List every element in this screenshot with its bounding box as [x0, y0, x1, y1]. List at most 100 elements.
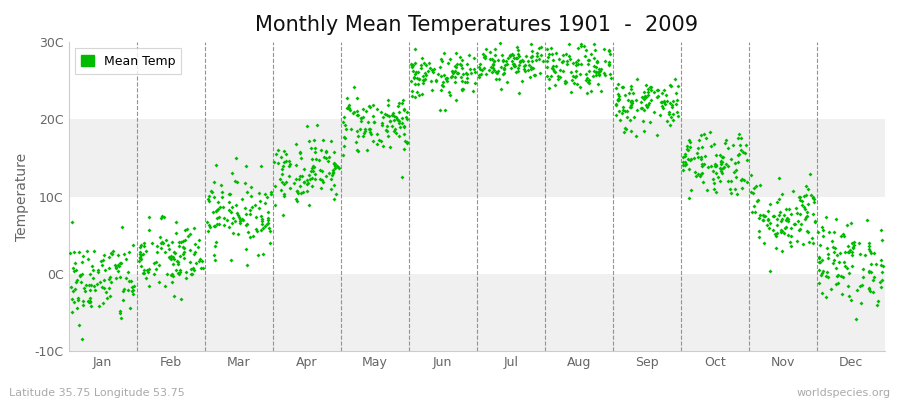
Point: [624, 128, 638, 134]
Point: [83, 271, 97, 278]
Point: [164, 253, 178, 259]
Point: [255, 221, 269, 227]
Point: [486, 61, 500, 67]
Point: [428, 78, 443, 84]
Point: [544, 50, 559, 57]
Point: [808, 219, 823, 225]
Point: [297, 178, 311, 185]
Point: [292, 183, 307, 190]
Point: [276, 212, 291, 218]
Point: [93, 279, 107, 285]
Point: [779, 216, 794, 223]
Point: [628, 132, 643, 139]
Point: [151, 279, 166, 286]
Point: [380, 128, 394, 134]
Point: [418, 76, 432, 82]
Point: [75, 336, 89, 342]
Point: [86, 248, 101, 254]
Point: [815, 270, 830, 276]
Point: [422, 60, 436, 67]
Point: [374, 138, 388, 144]
Point: [525, 53, 539, 59]
Point: [413, 62, 428, 68]
Point: [542, 76, 556, 82]
Point: [418, 60, 432, 66]
Point: [495, 52, 509, 58]
Point: [867, 274, 881, 280]
Point: [202, 198, 216, 204]
Point: [858, 252, 872, 258]
Point: [195, 265, 210, 271]
Point: [236, 217, 250, 223]
Point: [485, 56, 500, 62]
Point: [112, 308, 127, 314]
Point: [327, 160, 341, 166]
Point: [656, 99, 670, 105]
Point: [799, 213, 814, 220]
Point: [275, 170, 290, 177]
Point: [69, 276, 84, 283]
Point: [290, 188, 304, 194]
Point: [166, 254, 181, 260]
Point: [657, 97, 671, 104]
Point: [305, 175, 320, 182]
Point: [670, 108, 684, 115]
Point: [635, 118, 650, 124]
Point: [525, 48, 539, 54]
Point: [527, 72, 542, 78]
Point: [707, 185, 722, 192]
Point: [207, 223, 221, 229]
Point: [752, 228, 767, 234]
Point: [675, 167, 689, 173]
Point: [243, 206, 257, 213]
Point: [392, 133, 406, 140]
Point: [396, 97, 410, 103]
Point: [301, 180, 315, 186]
Point: [472, 61, 487, 68]
Point: [752, 234, 766, 240]
Point: [132, 253, 147, 260]
Point: [92, 303, 106, 310]
Point: [406, 68, 420, 74]
Point: [397, 131, 411, 137]
Point: [591, 69, 606, 75]
Point: [76, 253, 90, 259]
Point: [405, 64, 419, 70]
Point: [96, 257, 111, 264]
Point: [355, 115, 369, 121]
Point: [496, 64, 510, 71]
Point: [626, 114, 641, 121]
Point: [496, 71, 510, 77]
Point: [339, 126, 354, 132]
Point: [411, 69, 426, 76]
Point: [446, 70, 460, 76]
Point: [172, 271, 186, 277]
Point: [137, 267, 151, 274]
Point: [271, 147, 285, 153]
Point: [226, 229, 240, 236]
Point: [775, 216, 789, 222]
Point: [300, 181, 314, 187]
Point: [612, 93, 626, 100]
Point: [617, 124, 632, 131]
Point: [781, 206, 796, 213]
Point: [356, 114, 370, 120]
Point: [784, 242, 798, 249]
Point: [680, 146, 694, 152]
Point: [407, 74, 421, 81]
Point: [774, 218, 788, 225]
Point: [409, 69, 423, 76]
Point: [832, 259, 846, 266]
Bar: [68, 274, 885, 351]
Point: [676, 162, 690, 169]
Point: [202, 224, 217, 230]
Point: [432, 64, 446, 70]
Point: [255, 218, 269, 224]
Point: [530, 52, 544, 59]
Point: [812, 255, 826, 261]
Point: [302, 172, 317, 178]
Point: [247, 232, 261, 239]
Point: [180, 226, 194, 232]
Point: [449, 50, 464, 56]
Point: [120, 275, 134, 281]
